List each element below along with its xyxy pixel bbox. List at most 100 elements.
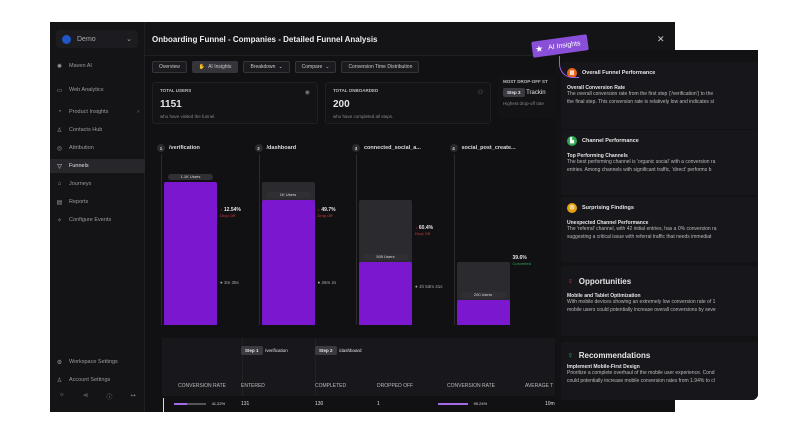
funnel-chart: 1/verification 1.1K Users ↓ 12.54% Drop Of…: [145, 140, 555, 325]
insight-body: the final step. This conversion rate is …: [567, 98, 714, 105]
column-header: AVERAGE T: [525, 383, 554, 389]
step-line: [161, 154, 162, 325]
step-name: /dashboard: [266, 145, 297, 151]
step-line: [258, 154, 260, 325]
insight-heading: Recommendations: [578, 350, 651, 360]
nav-label: Funnels: [69, 163, 89, 169]
column-header: COMPLETED: [315, 383, 347, 389]
users-icon: ⚇: [477, 90, 483, 96]
insight-body: The best performing channel is 'organic …: [567, 159, 716, 165]
insight-body: With mobile devices showing an extremely…: [567, 299, 716, 305]
rate-type: Converted: [512, 261, 531, 267]
chevron-down-icon: ⌄: [126, 36, 132, 43]
channel-chart-icon: ▙: [567, 136, 577, 146]
conversion-rate-cell: 41.22%: [174, 401, 225, 407]
sidebar-item-contacts-hub[interactable]: ♙ Contacts Hub: [50, 123, 145, 137]
table-row[interactable]: 41.22% 131 130 1 99.24% 10m: [162, 396, 555, 412]
step-line: [356, 154, 357, 325]
funnel-step[interactable]: 1/verification 1.1K Users ↓ 12.54% Drop Of…: [157, 140, 254, 325]
step-number: 3: [352, 144, 360, 152]
sidebar-item-workspace-settings[interactable]: ⚙ Workspace Settings: [50, 355, 145, 369]
arrow-down-icon: ↓: [415, 224, 419, 231]
column-header: ENTERED: [241, 383, 265, 389]
insight-title: Mobile and Tablet Optimization: [567, 293, 641, 299]
step-header: 1/verification: [157, 144, 200, 152]
card-value: Trackin: [526, 90, 546, 96]
funnel-step[interactable]: 3 connected_social_a... 505 Users ↓ 60.4% D…: [352, 140, 449, 325]
sun-icon[interactable]: ☼: [59, 392, 65, 398]
step-badge: Step 1: [241, 346, 263, 355]
funnel-step[interactable]: 4 social_post_create... 200 Users 39.6% Con…: [449, 140, 547, 325]
close-icon[interactable]: ✕: [657, 34, 665, 44]
tab-conversion-time[interactable]: Conversion Time Distribution: [341, 61, 420, 73]
help-icon[interactable]: ⓘ: [106, 395, 113, 401]
insight-body: suggesting a critical issue with referra…: [567, 233, 712, 240]
step-name: connected_social_a...: [364, 145, 421, 151]
step-table: Step 1 /verification Step 2 /dashboard C…: [162, 338, 555, 412]
sidebar-item-attribution[interactable]: ◎ Attribution: [50, 141, 145, 155]
tab-label: AI Insights: [208, 64, 232, 70]
workspace-name: Demo: [77, 35, 96, 43]
tab-compare[interactable]: Compare ⌄: [294, 61, 337, 73]
arrow-down-icon: ↓: [220, 207, 224, 213]
time-value: 26m 2s: [321, 280, 337, 285]
sidebar-item-reports[interactable]: ▤ Reports: [50, 195, 145, 209]
total-onboarded-card: TOTAL ONBOARDED 200 who have completed a…: [325, 82, 491, 124]
total-users-card: TOTAL USERS 1151 who have visited the fu…: [152, 82, 318, 124]
rate-value: 39.6%: [512, 255, 527, 262]
tab-label: Overview: [159, 64, 180, 70]
megaphone-icon[interactable]: ⊲: [83, 393, 89, 399]
row-indicator: [163, 398, 164, 412]
thumbs-up-icon: ✋: [198, 64, 206, 70]
conversion-rate-cell: 99.24%: [438, 401, 487, 407]
tab-ai-insights[interactable]: ✋ AI Insights: [191, 61, 239, 73]
sidebar-item-account-settings[interactable]: ♙ Account Settings: [50, 373, 145, 387]
rate-label: ↓ 60.4% Drop Off: [415, 225, 433, 237]
chevron-down-icon: ⌄: [278, 64, 283, 70]
divider: [315, 338, 316, 412]
sidebar-item-maven-ai[interactable]: ✺ Maven AI: [50, 59, 145, 73]
user-icon: ♙: [56, 127, 63, 134]
rate-value: 12.54%: [223, 207, 241, 213]
card-label: TOTAL USERS: [160, 88, 192, 93]
sidebar: Demo ⌄ ✺ Maven AI ▭ Web Analytics ◔ Product …: [50, 22, 145, 412]
clock-icon: ●: [415, 284, 418, 289]
logout-icon[interactable]: ↦: [130, 393, 136, 399]
insight-title: Top Performing Channels: [567, 153, 628, 159]
sidebar-item-configure-events[interactable]: ✧ Configure Events: [50, 213, 145, 227]
window-icon: ▭: [56, 87, 63, 94]
funnel-step[interactable]: 2/dashboard 1K Users ↓ 49.7% Drop Off ● 26m…: [254, 140, 352, 325]
nav-label: Journeys: [69, 181, 92, 187]
sidebar-item-web-analytics[interactable]: ▭ Web Analytics: [50, 83, 145, 97]
clock-icon: ●: [317, 280, 321, 285]
step-name: /verification: [169, 145, 200, 151]
rate-type: Drop Off: [415, 230, 431, 236]
step-number: 1: [157, 144, 165, 152]
page-title: Onboarding Funnel - Companies - Detailed…: [152, 35, 378, 44]
divider: [242, 338, 243, 412]
nav-label: Web Analytics: [69, 87, 104, 93]
progress-bar: [438, 402, 468, 405]
sidebar-item-journeys[interactable]: ⌂ Journeys: [50, 177, 145, 191]
converted-bar: [456, 300, 510, 325]
sidebar-item-product-insights[interactable]: ◔ Product Insights ›: [50, 105, 145, 119]
rate-text: 41.22%: [211, 401, 226, 406]
step-line: [453, 154, 455, 325]
nav-label: Reports: [69, 199, 89, 205]
sidebar-item-funnels[interactable]: ▽ Funnels: [50, 159, 145, 173]
chart-icon: ◔: [57, 109, 62, 115]
time-label: ● 3m 35s: [220, 280, 239, 285]
file-icon: ▤: [56, 199, 63, 206]
progress-bar: [174, 402, 206, 405]
tab-breakdown[interactable]: Breakdown ⌄: [243, 61, 290, 73]
route-icon: ⌂: [57, 181, 62, 187]
step1-header: Step 1 /verification: [241, 346, 288, 355]
workspace-switcher[interactable]: Demo ⌄: [56, 30, 138, 48]
converted-bar: [359, 262, 412, 325]
rate-value: 60.4%: [418, 224, 434, 231]
tab-label: Conversion Time Distribution: [348, 64, 413, 70]
time-label: ● 1h 53m 41s: [415, 284, 443, 289]
nav-label: Contacts Hub: [69, 127, 103, 133]
avg-time-cell: 10m: [545, 401, 555, 407]
tab-overview[interactable]: Overview: [152, 61, 187, 73]
